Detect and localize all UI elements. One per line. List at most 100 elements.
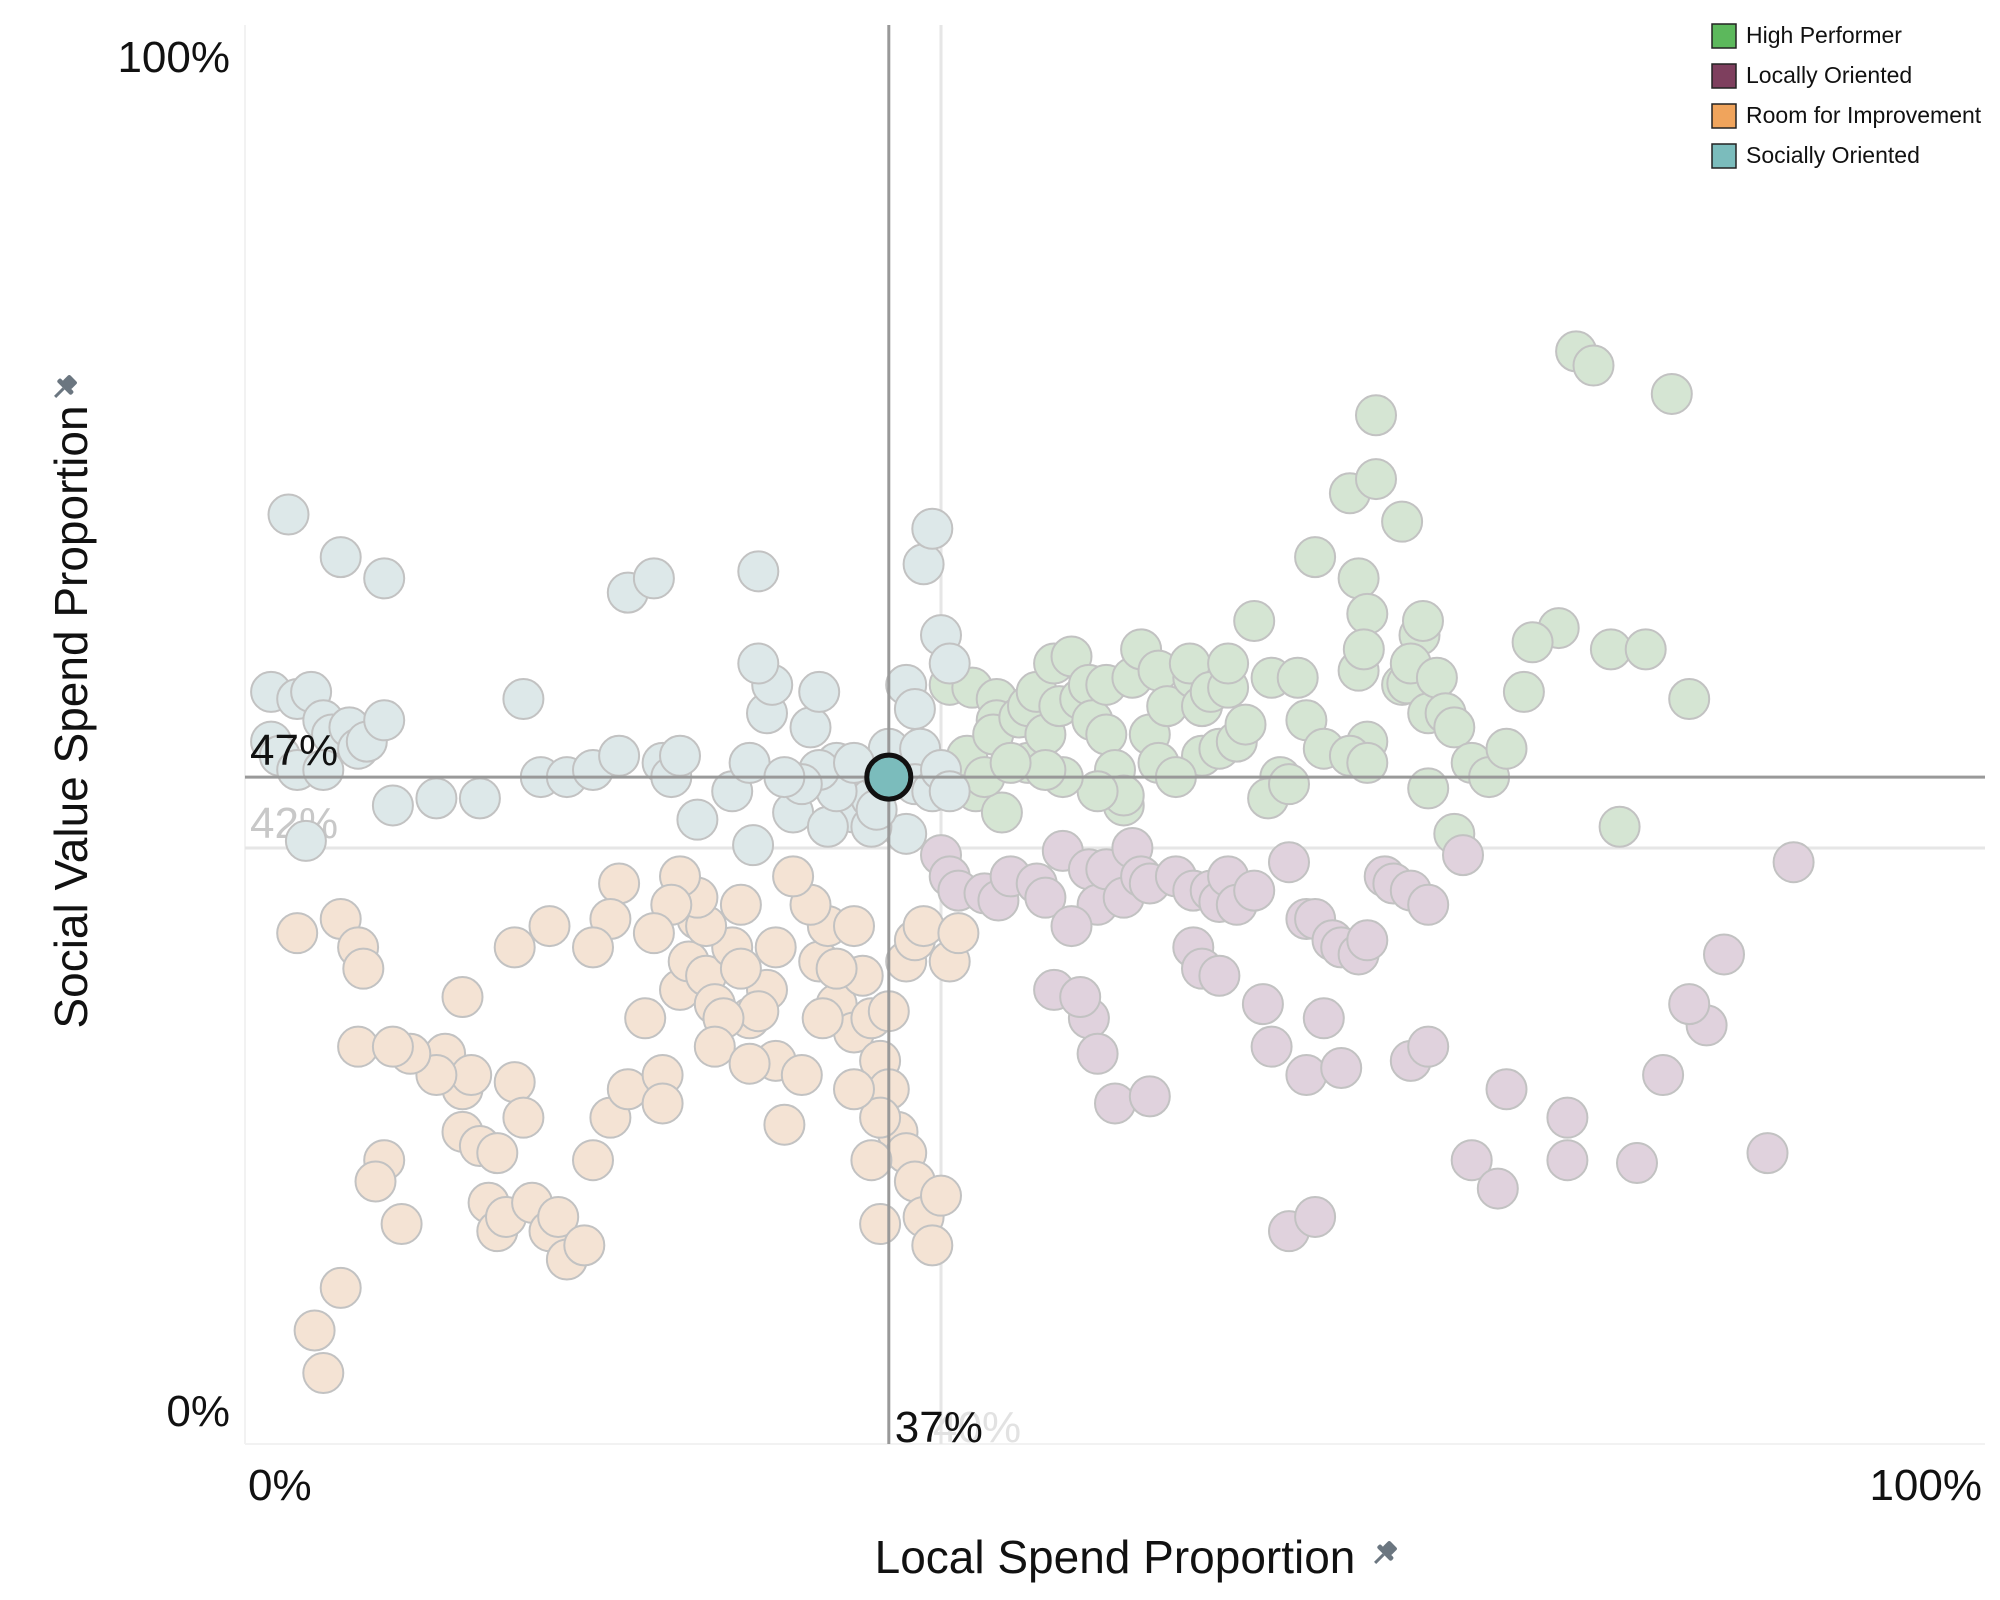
point-room-for-improvement[interactable] — [902, 905, 945, 948]
point-high-performer[interactable] — [980, 791, 1023, 834]
point-socially-oriented[interactable] — [928, 770, 971, 813]
point-room-for-improvement[interactable] — [342, 947, 385, 990]
point-high-performer[interactable] — [1346, 741, 1389, 784]
point-room-for-improvement[interactable] — [801, 997, 844, 1040]
point-room-for-improvement[interactable] — [537, 1195, 580, 1238]
point-socially-oriented[interactable] — [371, 784, 414, 827]
point-high-performer[interactable] — [1233, 599, 1276, 642]
point-room-for-improvement[interactable] — [920, 1174, 962, 1217]
point-locally-oriented[interactable] — [1407, 1025, 1450, 1068]
point-high-performer[interactable] — [1294, 536, 1337, 579]
point-high-performer[interactable] — [1511, 621, 1554, 664]
point-socially-oriented[interactable] — [598, 734, 641, 777]
point-high-performer[interactable] — [1207, 642, 1250, 685]
point-socially-oriented[interactable] — [798, 670, 841, 713]
point-locally-oriented[interactable] — [1198, 954, 1241, 997]
point-locally-oriented[interactable] — [1250, 1025, 1293, 1068]
point-high-performer[interactable] — [1598, 805, 1641, 848]
point-high-performer[interactable] — [1085, 713, 1128, 756]
point-high-performer[interactable] — [1401, 599, 1444, 642]
point-socially-oriented[interactable] — [893, 687, 936, 730]
point-high-performer[interactable] — [1415, 656, 1458, 699]
point-socially-oriented[interactable] — [737, 642, 780, 685]
point-locally-oriented[interactable] — [1703, 933, 1745, 976]
point-socially-oriented[interactable] — [458, 777, 501, 820]
point-room-for-improvement[interactable] — [763, 1103, 806, 1146]
point-room-for-improvement[interactable] — [719, 883, 762, 926]
point-high-performer[interactable] — [1024, 748, 1067, 791]
point-room-for-improvement[interactable] — [693, 1025, 736, 1068]
point-locally-oriented[interactable] — [1268, 841, 1310, 884]
point-high-performer[interactable] — [1668, 678, 1711, 721]
point-locally-oriented[interactable] — [1346, 919, 1389, 962]
point-locally-oriented[interactable] — [1746, 1132, 1789, 1175]
point-high-performer[interactable] — [1433, 706, 1476, 749]
point-high-performer[interactable] — [989, 741, 1032, 784]
point-room-for-improvement[interactable] — [441, 976, 484, 1019]
point-room-for-improvement[interactable] — [502, 1096, 545, 1139]
point-room-for-improvement[interactable] — [772, 855, 815, 898]
point-high-performer[interactable] — [1342, 628, 1385, 671]
point-room-for-improvement[interactable] — [563, 1224, 606, 1267]
point-room-for-improvement[interactable] — [572, 1139, 614, 1182]
point-room-for-improvement[interactable] — [302, 1352, 345, 1395]
point-locally-oriented[interactable] — [1024, 876, 1067, 919]
point-high-performer[interactable] — [1381, 500, 1424, 543]
point-locally-oriented[interactable] — [1442, 834, 1484, 877]
point-locally-oriented[interactable] — [1076, 1032, 1119, 1075]
point-high-performer[interactable] — [1502, 670, 1545, 713]
point-locally-oriented[interactable] — [1546, 1139, 1589, 1182]
point-room-for-improvement[interactable] — [624, 997, 667, 1040]
point-room-for-improvement[interactable] — [572, 926, 614, 969]
point-room-for-improvement[interactable] — [319, 1266, 362, 1309]
point-locally-oriented[interactable] — [1241, 983, 1284, 1026]
point-socially-oriented[interactable] — [415, 777, 458, 820]
point-room-for-improvement[interactable] — [641, 1082, 684, 1125]
point-room-for-improvement[interactable] — [528, 905, 571, 948]
point-room-for-improvement[interactable] — [598, 862, 641, 905]
point-socially-oriented[interactable] — [789, 706, 832, 749]
point-room-for-improvement[interactable] — [833, 905, 875, 948]
point-high-performer[interactable] — [1276, 656, 1319, 699]
point-high-performer[interactable] — [1485, 727, 1528, 770]
point-room-for-improvement[interactable] — [937, 912, 980, 955]
point-high-performer[interactable] — [1337, 557, 1380, 600]
point-socially-oriented[interactable] — [911, 507, 954, 550]
point-high-performer[interactable] — [1407, 767, 1450, 810]
point-locally-oriented[interactable] — [1485, 1068, 1528, 1111]
point-room-for-improvement[interactable] — [380, 1203, 423, 1246]
point-locally-oriented[interactable] — [1450, 1139, 1493, 1182]
point-locally-oriented[interactable] — [1302, 997, 1345, 1040]
point-room-for-improvement[interactable] — [719, 947, 762, 990]
point-high-performer[interactable] — [1346, 592, 1389, 635]
point-room-for-improvement[interactable] — [754, 926, 797, 969]
point-room-for-improvement[interactable] — [850, 1139, 893, 1182]
point-room-for-improvement[interactable] — [293, 1309, 336, 1352]
point-room-for-improvement[interactable] — [493, 1061, 536, 1104]
point-socially-oriented[interactable] — [676, 798, 719, 841]
point-room-for-improvement[interactable] — [371, 1025, 414, 1068]
point-high-performer[interactable] — [1355, 394, 1397, 437]
point-room-for-improvement[interactable] — [911, 1224, 954, 1267]
point-locally-oriented[interactable] — [1772, 841, 1815, 884]
point-locally-oriented[interactable] — [1059, 976, 1102, 1019]
point-room-for-improvement[interactable] — [632, 912, 675, 955]
point-locally-oriented[interactable] — [1642, 1054, 1685, 1097]
point-room-for-improvement[interactable] — [276, 912, 319, 955]
point-socially-oriented[interactable] — [659, 734, 701, 777]
point-locally-oriented[interactable] — [1668, 983, 1711, 1026]
point-room-for-improvement[interactable] — [833, 1068, 875, 1111]
point-room-for-improvement[interactable] — [493, 926, 536, 969]
point-high-performer[interactable] — [1224, 703, 1267, 746]
point-locally-oriented[interactable] — [1320, 1046, 1363, 1089]
data-points[interactable] — [250, 330, 1815, 1395]
point-locally-oriented[interactable] — [1407, 883, 1450, 926]
point-high-performer[interactable] — [1355, 458, 1397, 501]
highlighted-point[interactable] — [864, 752, 914, 802]
highlight-layer[interactable] — [864, 752, 914, 802]
y-axis-pin-icon[interactable] — [48, 371, 81, 404]
point-room-for-improvement[interactable] — [859, 1203, 902, 1246]
point-locally-oriented[interactable] — [1233, 869, 1276, 912]
point-socially-oriented[interactable] — [363, 699, 406, 742]
point-socially-oriented[interactable] — [737, 550, 780, 593]
